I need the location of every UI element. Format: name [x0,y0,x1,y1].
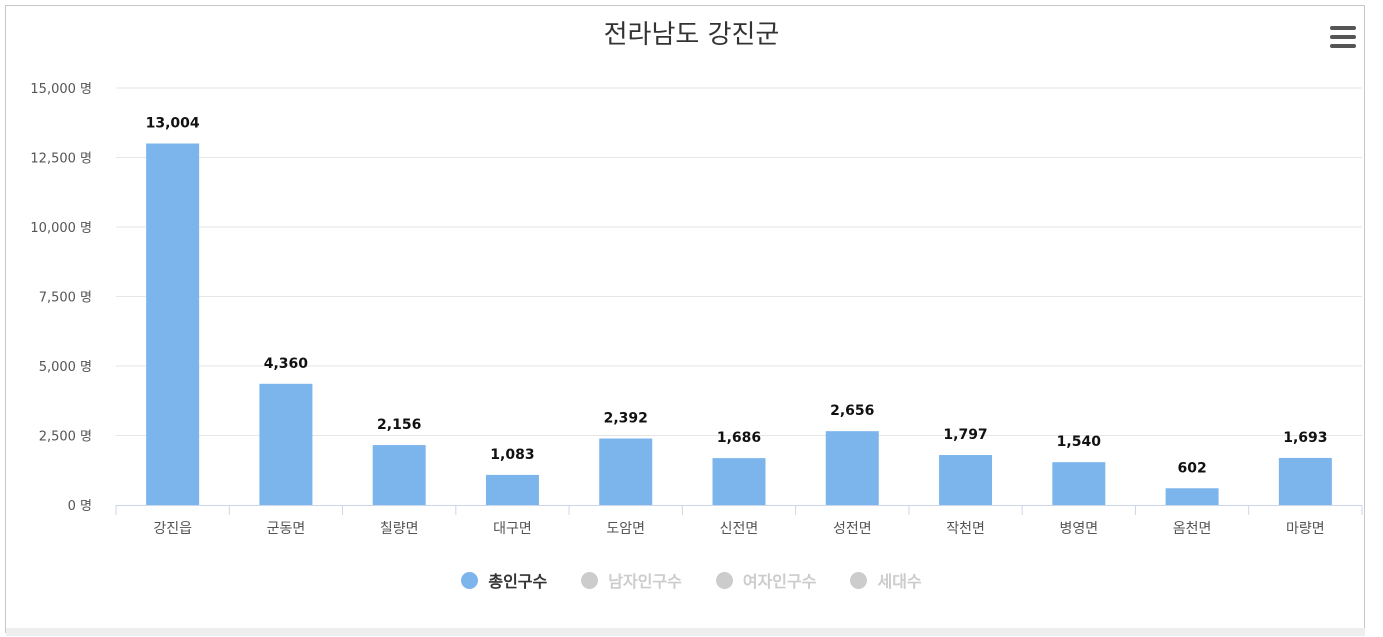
legend-item-households[interactable]: 세대수 [850,568,922,592]
y-tick-label: 0 명 [68,499,92,514]
bar[interactable] [599,438,653,505]
data-label: 602 [1177,460,1206,476]
x-tick-label: 강진읍 [153,521,192,537]
bar[interactable] [939,455,993,505]
legend-label: 세대수 [877,572,922,591]
legend-label: 남자인구수 [608,572,682,591]
bar[interactable] [1278,457,1332,505]
x-tick-label: 신전면 [720,521,759,537]
bar[interactable] [712,458,766,505]
bottom-strip [6,628,1365,636]
x-tick-label: 도암면 [606,521,645,537]
y-tick-label: 7,500 명 [39,291,92,306]
legend-label: 여자인구수 [742,572,817,591]
legend-item-male[interactable]: 남자인구수 [581,568,682,592]
legend-label: 총인구수 [488,572,548,591]
bar[interactable] [259,383,313,505]
x-tick-label: 군동면 [267,521,306,537]
legend-dot-icon [715,571,733,589]
bar[interactable] [825,431,879,505]
legend-item-female[interactable]: 여자인구수 [715,568,817,592]
x-tick-label: 병영면 [1059,521,1098,537]
y-tick-label: 15,000 명 [30,82,92,97]
x-tick-label: 칠량면 [380,521,419,537]
chart-legend: 총인구수 남자인구수 여자인구수 세대수 [0,568,1383,592]
bar[interactable] [1165,488,1219,505]
data-label: 4,360 [264,356,309,372]
data-label: 1,686 [717,430,761,446]
data-label: 2,656 [830,403,874,419]
bar[interactable] [485,474,539,505]
y-tick-label: 10,000 명 [30,221,92,236]
legend-dot-icon [850,571,868,589]
y-tick-label: 12,500 명 [30,152,92,167]
bar[interactable] [1052,462,1106,505]
data-label: 1,540 [1057,434,1102,450]
legend-dot-icon [461,571,479,589]
legend-item-total[interactable]: 총인구수 [461,568,547,592]
x-tick-label: 대구면 [493,521,532,537]
x-tick-label: 작천면 [946,521,985,537]
data-label: 2,156 [377,417,421,433]
legend-dot-icon [581,571,599,589]
data-label: 1,693 [1283,430,1327,446]
data-label: 13,004 [146,115,200,131]
chart-title: 전라남도 강진군 [603,20,780,50]
data-label: 2,392 [604,411,648,427]
hamburger-menu-icon[interactable] [1330,26,1360,52]
bar[interactable] [146,143,200,505]
x-tick-label: 옴천면 [1173,521,1212,537]
x-tick-label: 마량면 [1286,521,1325,537]
bar[interactable] [372,445,426,505]
data-label: 1,797 [943,427,987,443]
chart-container [5,5,1365,633]
y-tick-label: 2,500 명 [39,430,92,445]
y-tick-label: 5,000 명 [39,360,92,375]
data-label: 1,083 [490,447,534,463]
x-tick-label: 성전면 [833,521,872,537]
